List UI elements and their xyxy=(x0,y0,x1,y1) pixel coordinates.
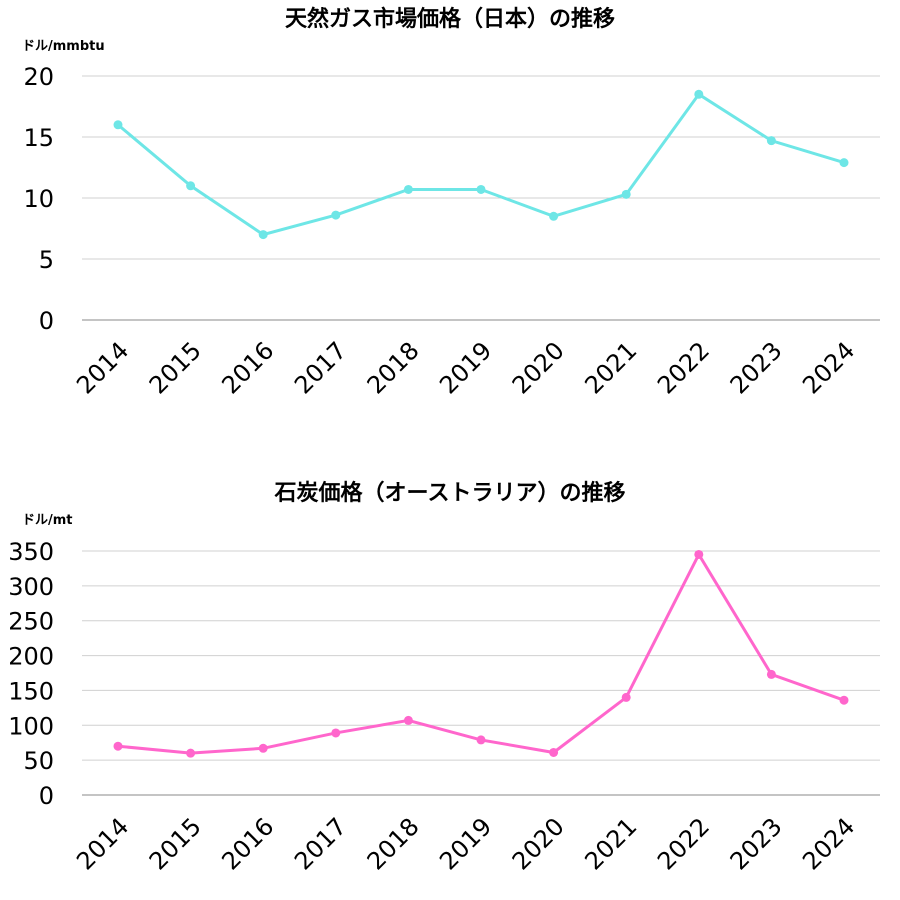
data-point xyxy=(694,89,704,99)
data-point xyxy=(258,743,268,753)
data-point xyxy=(186,181,196,191)
x-tick-label: 2020 xyxy=(507,812,570,875)
data-point xyxy=(839,158,849,168)
y-tick-label: 0 xyxy=(39,307,54,335)
x-tick-label: 2024 xyxy=(797,812,860,875)
data-point xyxy=(403,184,413,194)
x-tick-label: 2023 xyxy=(725,336,788,399)
y-axis-unit-label: ドル/mmbtu xyxy=(22,39,105,54)
x-tick-label: 2017 xyxy=(289,336,352,399)
y-tick-label: 100 xyxy=(8,712,54,740)
x-tick-label: 2021 xyxy=(579,336,642,399)
data-point xyxy=(258,230,268,240)
data-point xyxy=(331,210,341,220)
y-tick-label: 300 xyxy=(8,573,54,601)
y-tick-label: 50 xyxy=(23,747,54,775)
y-tick-label: 5 xyxy=(39,246,54,274)
data-point xyxy=(621,189,631,199)
y-tick-label: 0 xyxy=(39,782,54,810)
data-point xyxy=(694,549,704,559)
x-tick-label: 2016 xyxy=(216,812,279,875)
x-tick-label: 2015 xyxy=(144,812,207,875)
y-tick-label: 350 xyxy=(8,538,54,566)
y-tick-label: 150 xyxy=(8,677,54,705)
data-point xyxy=(403,715,413,725)
y-tick-label: 250 xyxy=(8,608,54,636)
x-tick-label: 2022 xyxy=(652,812,715,875)
data-point xyxy=(839,695,849,705)
x-tick-label: 2019 xyxy=(434,812,497,875)
y-tick-label: 15 xyxy=(23,124,54,152)
x-tick-label: 2023 xyxy=(725,812,788,875)
x-tick-label: 2014 xyxy=(71,812,134,875)
x-tick-label: 2016 xyxy=(216,336,279,399)
data-point xyxy=(766,669,776,679)
y-tick-label: 10 xyxy=(23,185,54,213)
data-point xyxy=(113,741,123,751)
x-tick-label: 2022 xyxy=(652,336,715,399)
x-tick-label: 2018 xyxy=(362,812,425,875)
data-point xyxy=(113,120,123,130)
x-tick-label: 2024 xyxy=(797,336,860,399)
x-tick-label: 2017 xyxy=(289,812,352,875)
x-tick-label: 2019 xyxy=(434,336,497,399)
chart-title: 石炭価格（オーストラリア）の推移 xyxy=(274,480,626,506)
data-point xyxy=(549,211,559,221)
x-tick-label: 2014 xyxy=(71,336,134,399)
data-point xyxy=(766,136,776,146)
x-tick-label: 2018 xyxy=(362,336,425,399)
y-axis-unit-label: ドル/mt xyxy=(22,513,73,528)
y-tick-label: 200 xyxy=(8,643,54,671)
series-line xyxy=(117,551,845,755)
y-tick-label: 20 xyxy=(23,63,54,91)
x-tick-label: 2015 xyxy=(144,336,207,399)
x-tick-label: 2021 xyxy=(579,812,642,875)
data-point xyxy=(476,735,486,745)
data-point xyxy=(621,692,631,702)
data-point xyxy=(549,747,559,757)
data-point xyxy=(476,184,486,194)
x-tick-label: 2020 xyxy=(507,336,570,399)
chart-title: 天然ガス市場価格（日本）の推移 xyxy=(285,6,615,32)
data-point xyxy=(186,748,196,758)
series-line xyxy=(117,92,845,237)
data-point xyxy=(331,728,341,738)
